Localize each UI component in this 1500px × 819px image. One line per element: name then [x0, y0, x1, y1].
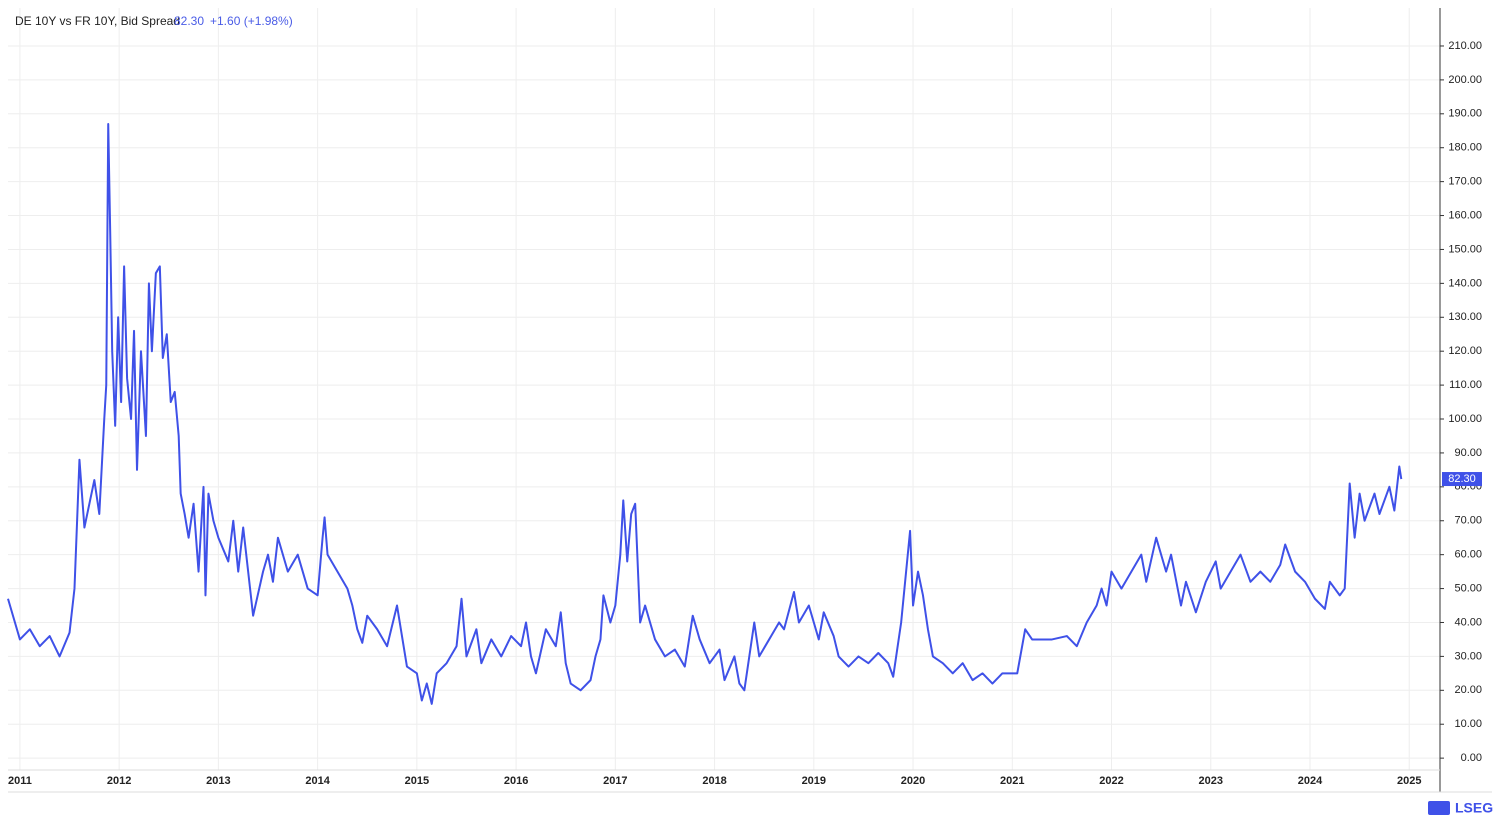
x-tick-label: 2017 [603, 775, 627, 787]
x-tick-label: 2019 [802, 775, 826, 787]
x-tick-label: 2011 [8, 775, 32, 787]
y-tick-label: 140.00 [1448, 277, 1482, 289]
x-tick-label: 2024 [1298, 775, 1323, 787]
y-tick-label: 180.00 [1448, 142, 1482, 154]
y-tick-label: 170.00 [1448, 176, 1482, 188]
x-tick-label: 2015 [405, 775, 429, 787]
chart-title: DE 10Y vs FR 10Y, Bid Spread [15, 14, 180, 28]
y-tick-label: 70.00 [1454, 515, 1482, 527]
y-tick-label: 150.00 [1448, 243, 1482, 255]
y-tick-label: 50.00 [1454, 582, 1482, 594]
x-tick-label: 2025 [1397, 775, 1421, 787]
y-tick-label: 0.00 [1461, 752, 1482, 764]
y-tick-label: 120.00 [1448, 345, 1482, 357]
grid [8, 8, 1440, 770]
y-tick-label: 200.00 [1448, 74, 1482, 86]
y-tick-label: 130.00 [1448, 311, 1482, 323]
x-tick-label: 2013 [206, 775, 230, 787]
x-tick-label: 2012 [107, 775, 131, 787]
x-tick-label: 2018 [702, 775, 726, 787]
y-tick-label: 40.00 [1454, 616, 1482, 628]
y-tick-label: 10.00 [1454, 718, 1482, 730]
y-tick-label: 210.00 [1448, 40, 1482, 52]
logo: LSEG [1428, 800, 1493, 816]
x-tick-label: 2021 [1000, 775, 1024, 787]
y-tick-label: 110.00 [1449, 379, 1482, 391]
logo-icon [1428, 801, 1450, 815]
x-tick-label: 2020 [901, 775, 925, 787]
change: +1.60 (+1.98%) [210, 14, 293, 28]
y-tick-label: 60.00 [1454, 549, 1482, 561]
x-tick-label: 2022 [1099, 775, 1123, 787]
y-tick-label: 160.00 [1448, 209, 1482, 221]
y-tick-label: 100.00 [1448, 413, 1482, 425]
last-value-tag [1442, 472, 1482, 487]
brand: LSEG [1455, 800, 1493, 816]
x-tick-label: 2016 [504, 775, 528, 787]
last-value: 82.30 [174, 14, 204, 28]
line [7, 122, 1403, 705]
y-tick-label: 30.00 [1454, 650, 1482, 662]
x-tick-label: 2023 [1199, 775, 1223, 787]
last-value-tag-label: 82.30 [1448, 473, 1476, 485]
x-tick-label: 2014 [305, 775, 330, 787]
y-tick-label: 90.00 [1454, 447, 1482, 459]
y-tick-label: 20.00 [1454, 684, 1482, 696]
y-tick-label: 190.00 [1448, 108, 1482, 120]
